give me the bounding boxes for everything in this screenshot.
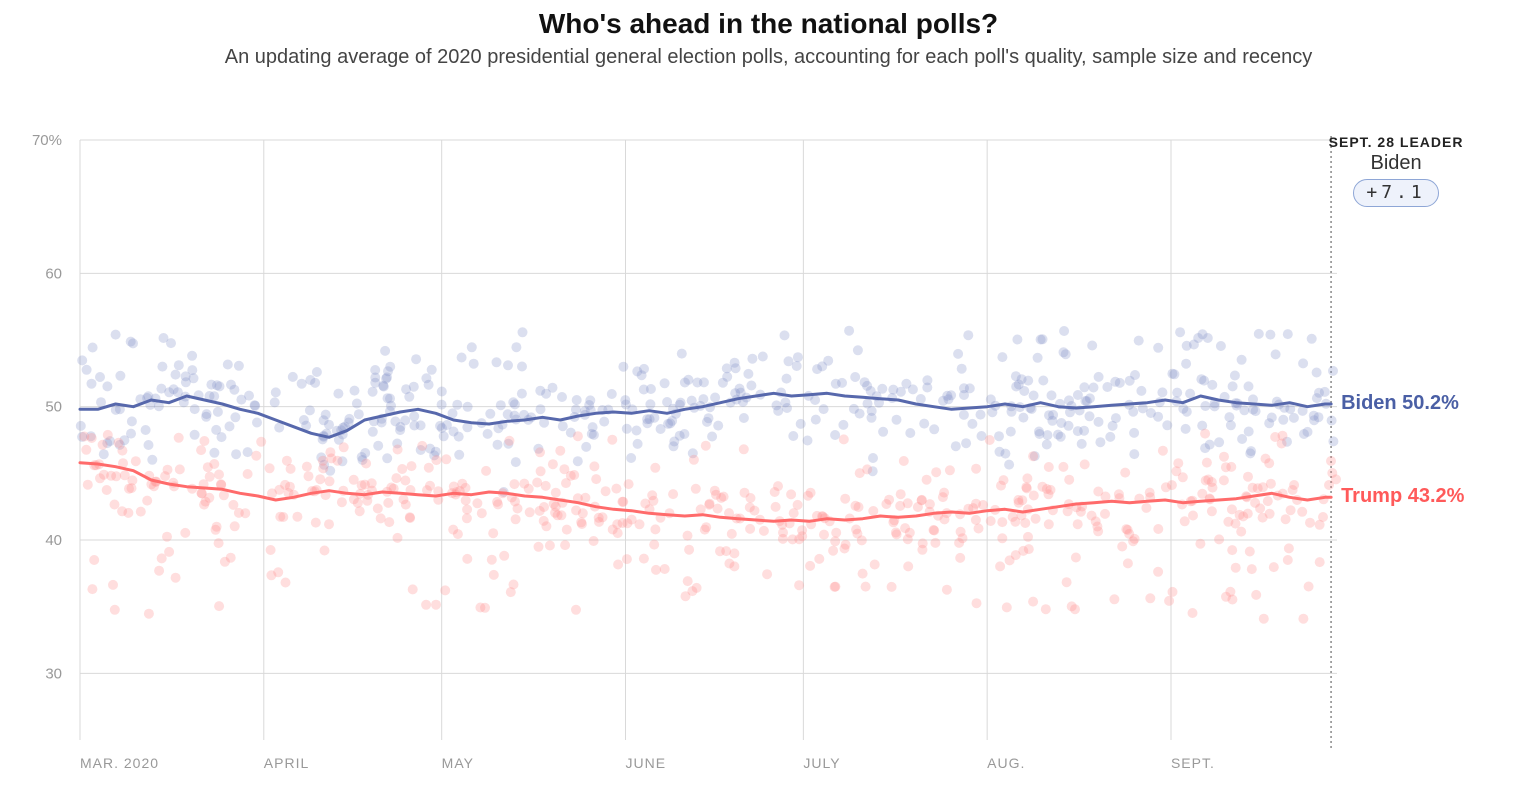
leader-name: Biden (1311, 152, 1481, 175)
svg-text:AUG.: AUG. (987, 755, 1025, 771)
svg-text:SEPT.: SEPT. (1171, 755, 1215, 771)
leader-block: SEPT. 28 LEADER Biden +7.1 (1311, 134, 1481, 207)
svg-text:60: 60 (45, 265, 62, 282)
svg-text:MAY: MAY (442, 755, 474, 771)
svg-text:JULY: JULY (803, 755, 840, 771)
svg-text:50: 50 (45, 399, 62, 416)
chart-subtitle: An updating average of 2020 presidential… (0, 40, 1537, 69)
chart-title: Who's ahead in the national polls? (0, 0, 1537, 40)
svg-text:70%: 70% (32, 132, 62, 149)
svg-text:MAR. 2020: MAR. 2020 (80, 755, 159, 771)
leader-date-label: SEPT. 28 LEADER (1311, 134, 1481, 150)
end-label-trump: Trump 43.2% (1341, 485, 1464, 508)
leader-margin-badge: +7.1 (1353, 179, 1438, 207)
svg-text:APRIL: APRIL (264, 755, 309, 771)
svg-text:30: 30 (45, 665, 62, 682)
poll-chart-svg: 70% 60 50 40 30 MAR. 2020 APRIL MAY JUNE JULY AUG.… (20, 120, 1517, 780)
chart-area: 70% 60 50 40 30 MAR. 2020 APRIL MAY JUNE JULY AUG.… (20, 120, 1517, 781)
svg-text:JUNE: JUNE (625, 755, 666, 771)
svg-text:40: 40 (45, 532, 62, 549)
end-label-biden: Biden 50.2% (1341, 392, 1459, 415)
